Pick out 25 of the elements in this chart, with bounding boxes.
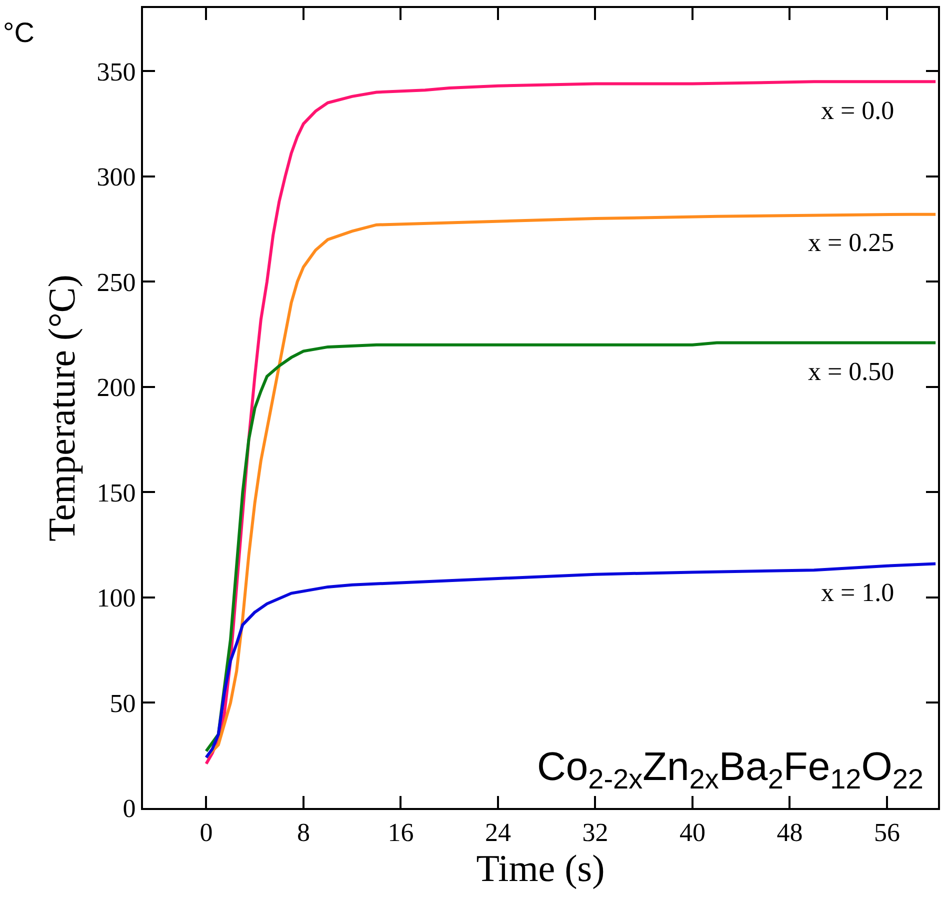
x-tick-label: 16 [388,818,414,848]
x-tick-label: 40 [679,818,706,848]
text: Co$_{2-2x}$Zn$_{2x}$Ba$_{2}$Fe$_{12}$O$_{22}$ [537,745,924,794]
series-label: x = 0.50 [808,357,894,386]
y-tick-label: 150 [96,478,136,508]
line-series [204,341,938,753]
text: °C [3,17,34,48]
y-tick-label: 200 [96,373,136,402]
x-tick-label: 0 [200,818,213,848]
x-tick-label: 24 [484,818,511,848]
x-tick-label: 56 [874,818,900,848]
series-label: x = 1.0 [821,578,894,607]
y-tick-label: 0 [122,794,136,824]
x-tick-label: 32 [582,818,608,848]
x-axis-title: Time (s) [476,848,605,890]
y-tick-label: 100 [96,584,136,613]
y-tick-label: 300 [96,162,136,192]
series-label: x = 0.25 [808,228,894,257]
x-tick-label: 8 [296,818,310,848]
y-axis-title: Temperature (°C) [42,274,84,542]
y-tick-label: 350 [96,57,136,86]
y-tick-label: 250 [96,268,136,297]
x-tick-label: 48 [776,818,803,848]
y-tick-label: 50 [110,688,136,718]
series-label: x = 0.0 [821,96,894,125]
